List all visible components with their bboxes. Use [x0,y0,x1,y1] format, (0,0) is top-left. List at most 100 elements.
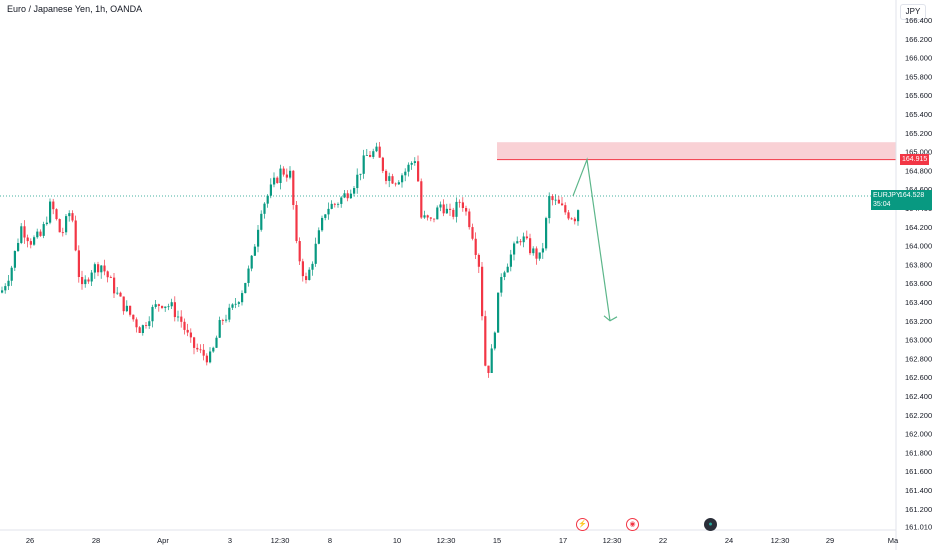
candle-body [81,277,84,285]
candle-body [548,196,551,219]
candle-body [87,279,90,282]
candle-body [234,303,237,305]
candle-body [225,319,228,321]
candle-body [516,241,519,244]
candle-body [465,208,468,212]
projection-path [572,157,611,321]
candle-body [468,211,471,228]
candle-body [289,170,292,178]
candle-body [321,217,324,231]
candle-body [74,220,77,251]
candle-body [327,208,330,215]
candle-body [353,188,356,194]
candle-body [522,236,525,243]
candle-body [410,162,413,165]
candle-body [561,203,564,206]
price-tick-label: 161.400 [905,486,932,495]
candle-body [26,237,29,242]
time-axis[interactable]: 26 28 Apr 3 12:30 8 10 12:30 15 17 12:30 22 24 12:30 2… [26,536,899,545]
currency-badge[interactable]: JPY [900,4,926,20]
candle-body [10,267,13,281]
lightning-icon[interactable]: ⚡ [576,518,589,531]
candle-body [250,255,253,269]
time-tick-label: 3 [228,536,232,545]
candle-body [113,277,116,294]
candle-body [445,208,448,214]
zone-rect [497,142,896,160]
candle-body [58,219,61,233]
candle-body [186,329,189,333]
candle-body [279,168,282,183]
candle-body [193,337,196,348]
candle-body [343,193,346,198]
candle-body [209,351,212,363]
candle-body [109,277,112,279]
candle-body [221,320,224,321]
candle-body [413,161,416,163]
candle-body [557,199,560,204]
candle-body [122,296,125,312]
candle-body [369,155,372,157]
candle-body [33,237,36,245]
candle-body [202,349,205,356]
price-tick-label: 163.800 [905,260,932,269]
candles [1,141,580,378]
candle-body [77,250,80,278]
candle-body [132,314,135,320]
candle-body [314,243,317,264]
price-tick-label: 162.400 [905,392,932,401]
candle-body [212,347,215,352]
candle-body [106,271,109,278]
candle-body [103,265,106,272]
bar-countdown: 35:04 [873,201,891,208]
projection-arrow[interactable] [572,157,618,322]
resistance-zone[interactable] [497,142,896,161]
candle-body [337,203,340,205]
candle-body [282,168,285,175]
price-tick-label: 161.200 [905,505,932,514]
candle-body [84,279,87,285]
candle-body [141,325,144,334]
candle-body [471,227,474,239]
candle-body [196,347,199,350]
candle-body [292,170,295,205]
record-icon[interactable]: ◉ [626,518,639,531]
candle-body [573,218,576,222]
candle-body [439,204,442,208]
price-tick-label: 165.000 [905,148,932,157]
candle-body [458,201,461,203]
candle-body [356,174,359,189]
candle-body [513,243,516,255]
candle-body [349,193,352,199]
time-tick-label: 8 [328,536,332,545]
candle-body [39,231,42,236]
current-price-tag: EURJPY 164.528 35:04 [871,190,932,210]
price-tick-label: 161.800 [905,448,932,457]
candle-body [298,241,301,262]
candle-body [145,325,148,326]
candle-body [269,184,272,196]
candle-body [276,177,279,183]
candle-body [436,207,439,220]
candle-body [241,293,244,303]
time-tick-label: 24 [725,536,733,545]
candle-body [61,232,64,234]
candle-body [362,155,365,174]
candle-body [500,277,503,293]
candle-body [161,305,164,308]
time-tick-label: 28 [92,536,100,545]
candle-body [394,183,397,185]
candle-body [449,208,452,210]
candle-body [97,264,100,273]
time-tick-label: 12:30 [437,536,456,545]
globe-icon[interactable]: ● [704,518,717,531]
candle-body [125,305,128,312]
candle-body [231,304,234,308]
candle-body [42,224,45,236]
price-tick-label: 165.600 [905,91,932,100]
candle-body [385,170,388,181]
candle-body [7,280,10,287]
candle-body [170,302,173,307]
